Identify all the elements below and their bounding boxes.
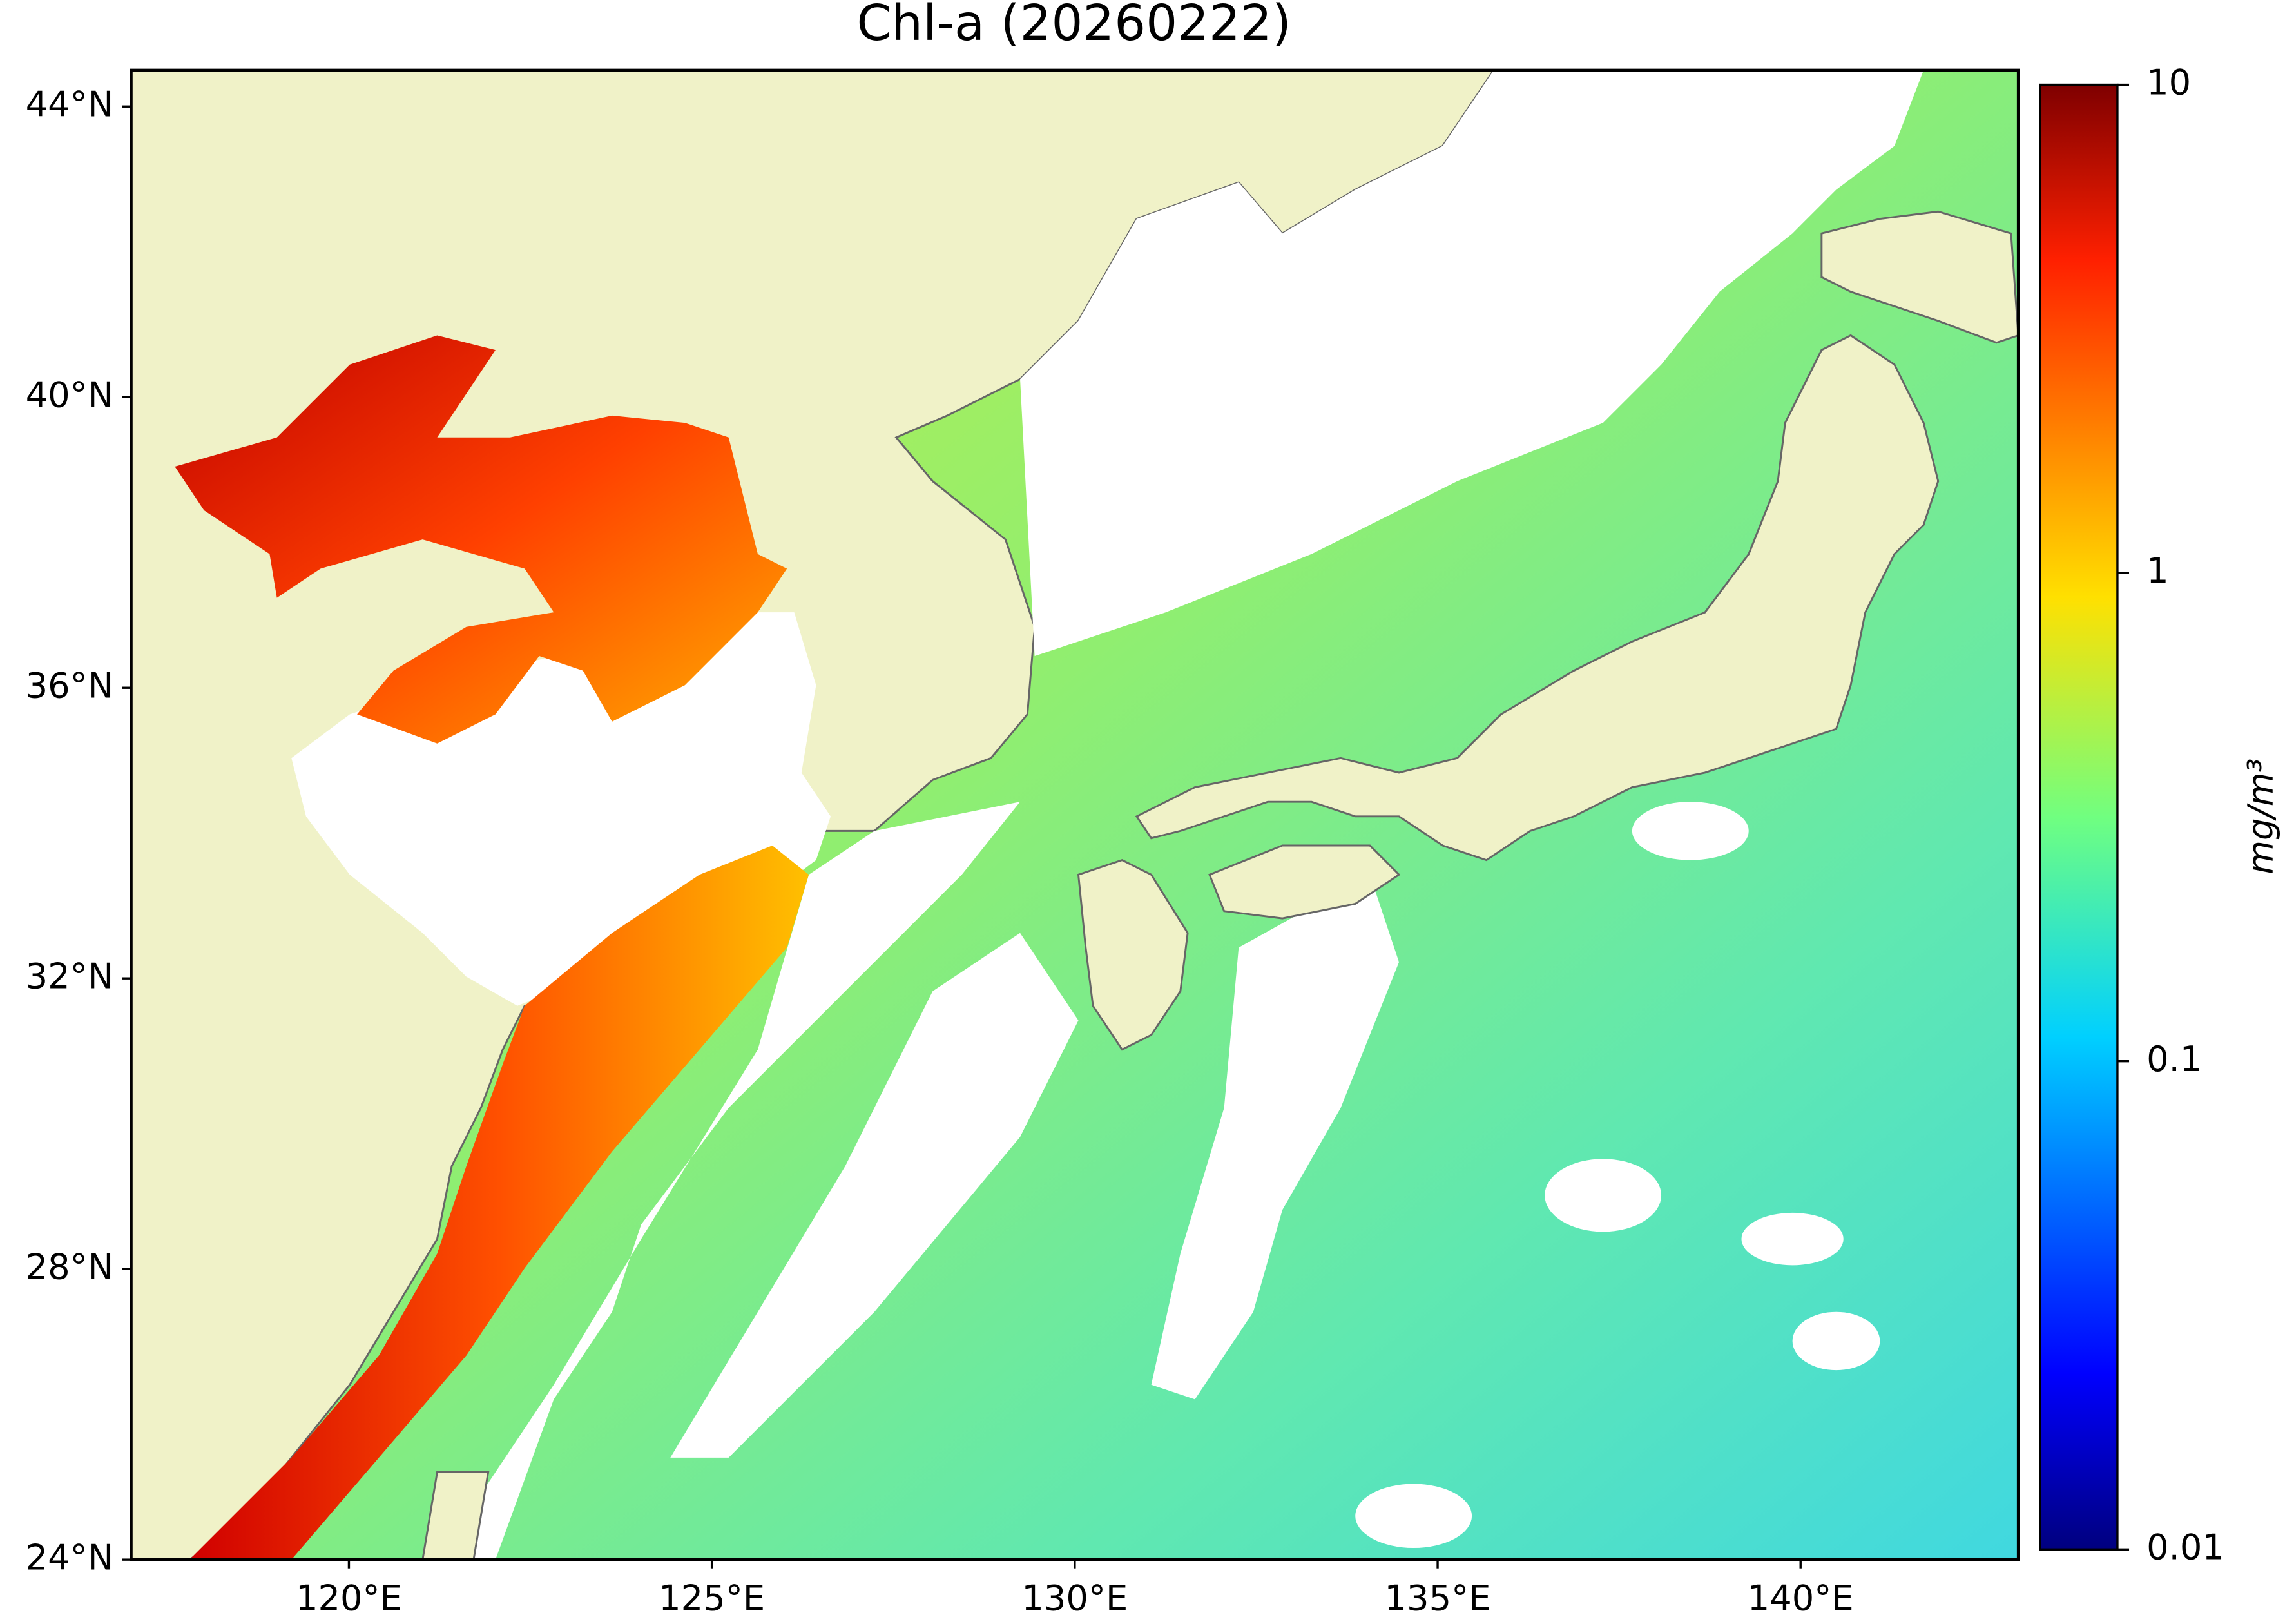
kyushu bbox=[1077, 859, 1189, 1051]
y-tick-label: 36°N bbox=[26, 665, 114, 706]
map-title: Chl-a (20260222) bbox=[857, 0, 1291, 52]
x-tick-label: 135°E bbox=[1385, 1578, 1491, 1619]
taiwan bbox=[421, 1471, 490, 1560]
cloud bbox=[1355, 1484, 1472, 1549]
hokkaido bbox=[1820, 210, 2019, 344]
y-tick-label: 44°N bbox=[26, 84, 114, 124]
y-tick-label: 40°N bbox=[26, 374, 114, 415]
y-tick-label: 28°N bbox=[26, 1246, 114, 1287]
no-data-band bbox=[670, 933, 1079, 1458]
y-tick-label: 24°N bbox=[26, 1537, 114, 1578]
cloud bbox=[1792, 1311, 1880, 1371]
colorbar-tick-label: 0.01 bbox=[2146, 1527, 2224, 1567]
colorbar-label: mg/m³ bbox=[2241, 759, 2281, 875]
map-area bbox=[131, 70, 2019, 1560]
x-tick-label: 130°E bbox=[1021, 1578, 1128, 1619]
no-data-band bbox=[1151, 875, 1400, 1400]
shikoku bbox=[1208, 844, 1401, 920]
x-tick-label: 140°E bbox=[1748, 1578, 1854, 1619]
no-data-north bbox=[1020, 70, 1924, 657]
cloud bbox=[1545, 1159, 1662, 1232]
colorbar bbox=[2039, 83, 2119, 1551]
coastal-high-chl bbox=[189, 846, 809, 1560]
cloud bbox=[1741, 1212, 1844, 1266]
x-tick-label: 125°E bbox=[659, 1578, 765, 1619]
no-data-band bbox=[437, 802, 1021, 1560]
colorbar-tick-label: 10 bbox=[2146, 63, 2191, 103]
colorbar-tick-label: 0.1 bbox=[2146, 1039, 2202, 1079]
x-tick-label: 120°E bbox=[296, 1578, 402, 1619]
colorbar-tick-label: 1 bbox=[2146, 550, 2169, 591]
bohai-high-chl bbox=[175, 335, 787, 744]
y-tick-label: 32°N bbox=[26, 956, 114, 996]
cloud bbox=[1632, 802, 1749, 860]
honshu bbox=[1135, 334, 1940, 862]
